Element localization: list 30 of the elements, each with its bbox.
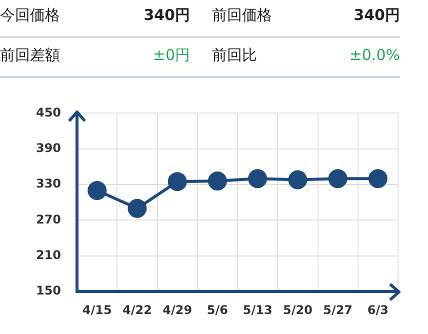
text: 340円 (110, 0, 190, 38)
text: ±0円 (110, 40, 190, 78)
x-tick-label: 5/27 (323, 302, 353, 317)
y-tick-label: 390 (36, 141, 62, 156)
x-tick-label: 5/13 (242, 302, 272, 317)
text: 前回差額 (0, 40, 110, 78)
text: 今回価格 (0, 0, 110, 38)
point (368, 169, 388, 188)
text: ±0.0% (322, 40, 400, 78)
x-tick-label: 4/22 (122, 302, 152, 317)
point (328, 169, 348, 188)
x-tick-label: 4/15 (82, 302, 112, 317)
point (248, 169, 268, 188)
y-tick-label: 270 (36, 212, 62, 226)
x-tick-label: 4/29 (162, 302, 192, 317)
x-tick-label: 6/3 (367, 302, 388, 317)
y-tick-label: 450 (36, 105, 62, 120)
x-tick-label: 5/6 (206, 302, 228, 317)
text: 前回価格 (212, 0, 322, 38)
y-tick-label: 210 (36, 248, 62, 262)
point (128, 198, 147, 218)
text: 前回比 (212, 40, 322, 78)
x-tick-label: 5/20 (282, 302, 312, 317)
text: 340円 (322, 0, 400, 38)
y-tick-label: 330 (36, 176, 62, 191)
y-tick-label: 150 (36, 284, 62, 298)
point (88, 181, 107, 200)
point (288, 170, 308, 190)
point (208, 171, 227, 190)
point (168, 172, 187, 192)
